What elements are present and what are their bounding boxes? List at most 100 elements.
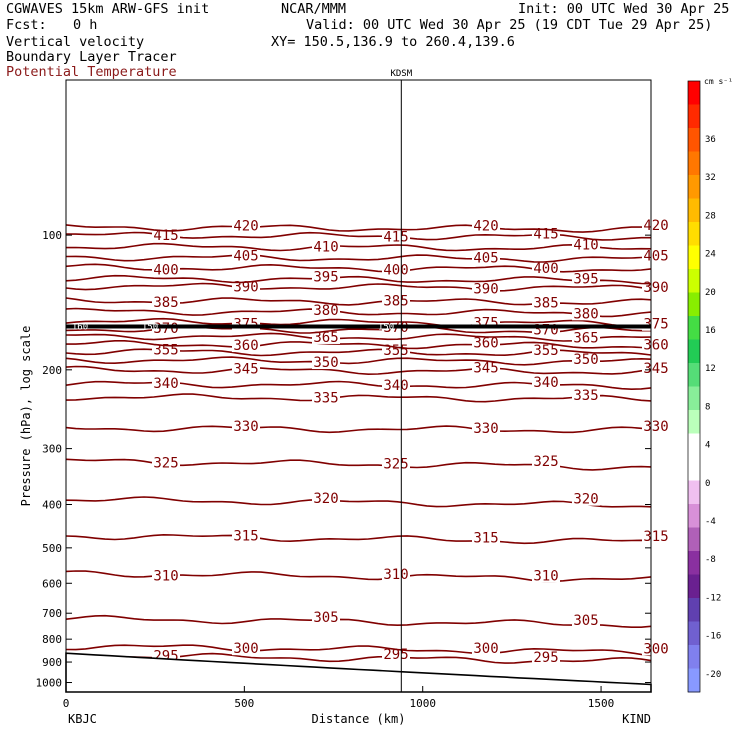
colorbar-swatch xyxy=(688,410,700,434)
isentrope-label-bg xyxy=(532,260,560,276)
isentrope-405 xyxy=(65,254,652,263)
isentrope-label: 345 xyxy=(233,362,258,378)
colorbar-swatch xyxy=(688,433,700,458)
plot-frame xyxy=(65,79,652,693)
isentrope-label-bg xyxy=(152,567,180,583)
isentrope-390 xyxy=(65,282,652,292)
isentrope-label: 310 xyxy=(153,568,178,584)
isentrope-label: 300 xyxy=(643,641,668,657)
isentrope-label: 340 xyxy=(383,378,408,394)
isentrope-label: 325 xyxy=(383,456,408,472)
isentrope-label-bg xyxy=(642,217,670,233)
colorbar-swatch xyxy=(688,527,700,552)
isentrope-label-bg xyxy=(472,640,500,656)
colorbar-label: -4 xyxy=(705,517,716,527)
isentrope-label-bg xyxy=(312,238,340,254)
isentrope-label: 385 xyxy=(153,295,178,311)
colorbar-swatch xyxy=(688,269,700,293)
isentrope-label: 295 xyxy=(533,650,558,666)
isentrope-360 xyxy=(66,340,652,350)
isentrope-label: 420 xyxy=(233,218,258,234)
isentrope-label-bg xyxy=(382,566,410,582)
fcst-label: Fcst: xyxy=(6,17,47,33)
isentrope-label: 365 xyxy=(313,330,338,346)
isentrope-label: 315 xyxy=(233,528,258,544)
colorbar-label: -8 xyxy=(705,555,716,565)
isentrope-label: 380 xyxy=(573,306,598,322)
tropopause-label: 160 xyxy=(72,322,88,332)
isentrope-label-bg xyxy=(232,640,260,656)
isentrope-label: 420 xyxy=(643,218,668,234)
isentrope-label: 340 xyxy=(533,375,558,391)
isentrope-label: 360 xyxy=(473,336,498,352)
isentrope-label: 325 xyxy=(153,456,178,472)
isentrope-label: 385 xyxy=(383,293,408,309)
isentrope-label: 315 xyxy=(643,529,668,545)
y-tick-label: 500 xyxy=(42,542,62,555)
init-time: Init: 00 UTC Wed 30 Apr 25 xyxy=(518,1,730,17)
colorbar-swatch xyxy=(688,104,700,129)
isentrope-label: 320 xyxy=(573,492,598,508)
isentrope-label: 410 xyxy=(573,237,598,253)
isentrope-label-bg xyxy=(472,217,500,233)
x-tick-label: 1500 xyxy=(588,697,615,710)
isentrope-335 xyxy=(65,393,652,403)
colorbar-label: 16 xyxy=(705,326,716,336)
isentrope-label: 415 xyxy=(383,230,408,246)
isentrope-350 xyxy=(65,356,652,366)
isentrope-label-bg xyxy=(472,529,500,545)
isentrope-label-bg xyxy=(152,454,180,470)
isentrope-label-bg xyxy=(232,417,260,433)
y-tick-label: 400 xyxy=(42,498,62,511)
isentrope-label: 305 xyxy=(313,610,338,626)
y-tick-label: 700 xyxy=(42,607,62,620)
isentrope-375 xyxy=(65,317,652,328)
valid-time: Valid: 00 UTC Wed 30 Apr 25 (19 CDT Tue … xyxy=(306,17,713,33)
colorbar-swatch xyxy=(688,198,700,223)
colorbar-swatch xyxy=(688,363,700,387)
isentrope-label: 405 xyxy=(473,251,498,267)
colorbar-swatch xyxy=(688,175,700,199)
tropopause-label: 150 xyxy=(142,322,158,332)
isentrope-label: 365 xyxy=(573,331,598,347)
isentrope-label-bg xyxy=(152,294,180,310)
endpoint-left: KBJC xyxy=(68,712,97,726)
colorbar-label: 20 xyxy=(705,288,716,298)
isentrope-label: 355 xyxy=(533,343,558,359)
isentrope-label: 325 xyxy=(533,454,558,470)
colorbar-swatch xyxy=(688,292,700,317)
isentrope-label-bg xyxy=(472,359,500,375)
isentrope-label: 405 xyxy=(233,248,258,264)
isentrope-label: 335 xyxy=(573,388,598,404)
isentrope-label-bg xyxy=(532,341,560,357)
colorbar-label: 4 xyxy=(705,441,710,451)
colorbar-swatch xyxy=(688,574,700,599)
colorbar-unit: cm s⁻¹ xyxy=(704,77,733,86)
colorbar-swatch xyxy=(688,480,700,505)
terrain-surface xyxy=(65,652,652,693)
isentrope-label: 400 xyxy=(533,261,558,277)
isentrope-label-bg xyxy=(382,228,410,244)
isentrope-label: 390 xyxy=(643,280,668,296)
isentrope-label: 345 xyxy=(643,361,668,377)
isentrope-label-bg xyxy=(312,301,340,317)
isentrope-label: 395 xyxy=(573,271,598,287)
isentrope-label-bg xyxy=(572,612,600,628)
isentrope-label-bg xyxy=(642,640,670,656)
isentrope-label: 300 xyxy=(473,641,498,657)
isentrope-label-bg xyxy=(642,418,670,434)
colorbar-label: -20 xyxy=(705,670,721,680)
y-tick-label: 600 xyxy=(42,577,62,590)
x-tick-label: 1000 xyxy=(409,697,436,710)
y-tick-label: 800 xyxy=(42,633,62,646)
colorbar-label: 24 xyxy=(705,250,716,260)
colorbar-swatch xyxy=(688,245,700,270)
isentrope-label-bg xyxy=(532,453,560,469)
isentrope-label-bg xyxy=(472,249,500,265)
isentrope-label: 375 xyxy=(643,317,668,333)
isentrope-label-bg xyxy=(642,336,670,352)
isentrope-label-bg xyxy=(152,374,180,390)
colorbar-swatch xyxy=(688,222,700,246)
colorbar-label: 12 xyxy=(705,364,716,374)
isentrope-label-bg xyxy=(382,261,410,277)
